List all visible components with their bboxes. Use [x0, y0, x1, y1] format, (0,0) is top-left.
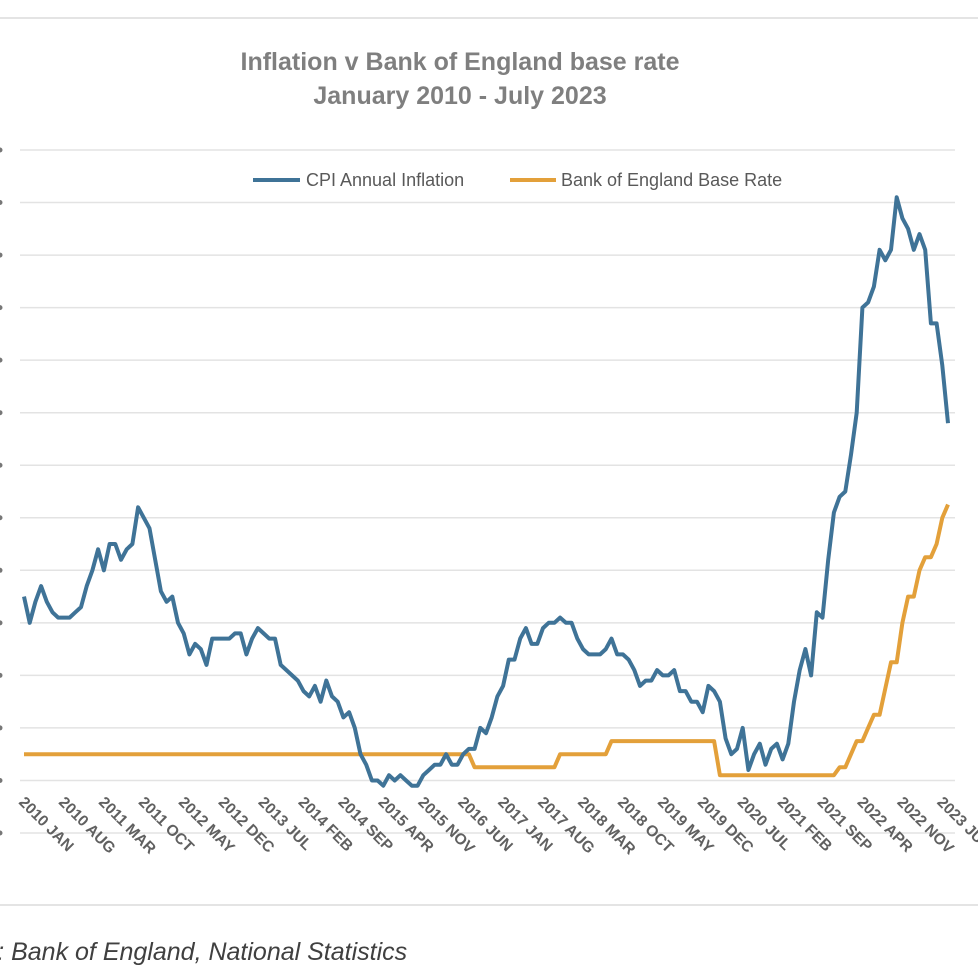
y-tick-mark — [0, 462, 3, 468]
legend-label-bank-rate: Bank of England Base Rate — [561, 170, 782, 190]
y-tick-mark — [0, 725, 3, 731]
y-tick-mark — [0, 620, 3, 626]
source-note: Source: Bank of England, National Statis… — [0, 938, 407, 966]
chart-title: Inflation v Bank of England base rate — [241, 48, 680, 76]
gridlines — [0, 147, 955, 836]
y-tick-mark — [0, 305, 3, 311]
y-tick-mark — [0, 200, 3, 206]
y-tick-mark — [0, 252, 3, 258]
series-line-cpi — [22, 195, 950, 788]
y-tick-mark — [0, 672, 3, 678]
y-tick-mark — [0, 410, 3, 416]
legend: CPI Annual Inflation Bank of England Bas… — [253, 170, 782, 190]
y-tick-mark — [0, 357, 3, 363]
series-line-bank-rate — [24, 503, 950, 778]
y-tick-mark — [0, 777, 3, 783]
y-tick-mark — [0, 515, 3, 521]
legend-label-cpi: CPI Annual Inflation — [306, 170, 464, 190]
y-tick-mark — [0, 567, 3, 573]
chart-subtitle: January 2010 - July 2023 — [313, 82, 606, 110]
y-tick-mark — [0, 147, 3, 153]
y-tick-mark — [0, 830, 3, 836]
